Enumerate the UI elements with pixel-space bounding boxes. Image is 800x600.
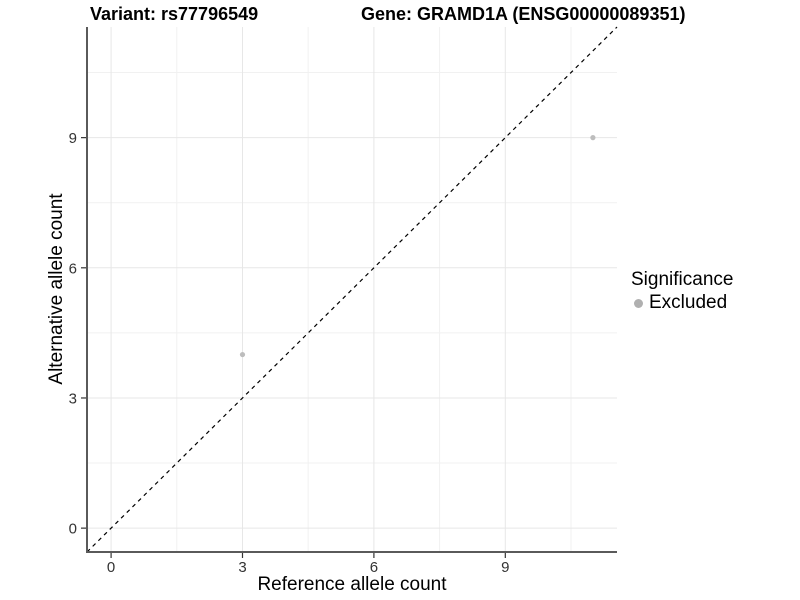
y-axis-label: Alternative allele count [46,193,67,385]
x-tick-label: 6 [370,559,378,576]
x-tick-label: 3 [238,559,246,576]
legend: Significance Excluded [631,269,733,314]
legend-title: Significance [631,269,734,290]
x-axis-ticks: 0 3 6 9 [107,553,509,576]
data-points [239,135,596,358]
x-axis-label: Reference allele count [257,574,447,595]
variant-title: Variant: rs77796549 [90,4,259,24]
y-axis-ticks: 0 3 6 9 [69,130,86,538]
grid-major [87,27,617,552]
y-tick-label: 6 [69,260,77,277]
legend-item-label: Excluded [649,292,728,313]
data-point [590,135,596,141]
x-tick-label: 0 [107,559,115,576]
legend-item-excluded: Excluded [634,292,733,314]
y-tick-label: 0 [69,521,77,538]
gene-title: Gene: GRAMD1A (ENSG00000089351) [361,4,686,24]
identity-line [86,26,618,553]
grid-minor [87,27,617,552]
x-tick-label: 9 [501,559,509,576]
y-tick-label: 3 [69,390,77,407]
data-point [239,351,246,358]
y-tick-label: 9 [69,130,77,147]
excluded-marker-icon [634,298,643,308]
